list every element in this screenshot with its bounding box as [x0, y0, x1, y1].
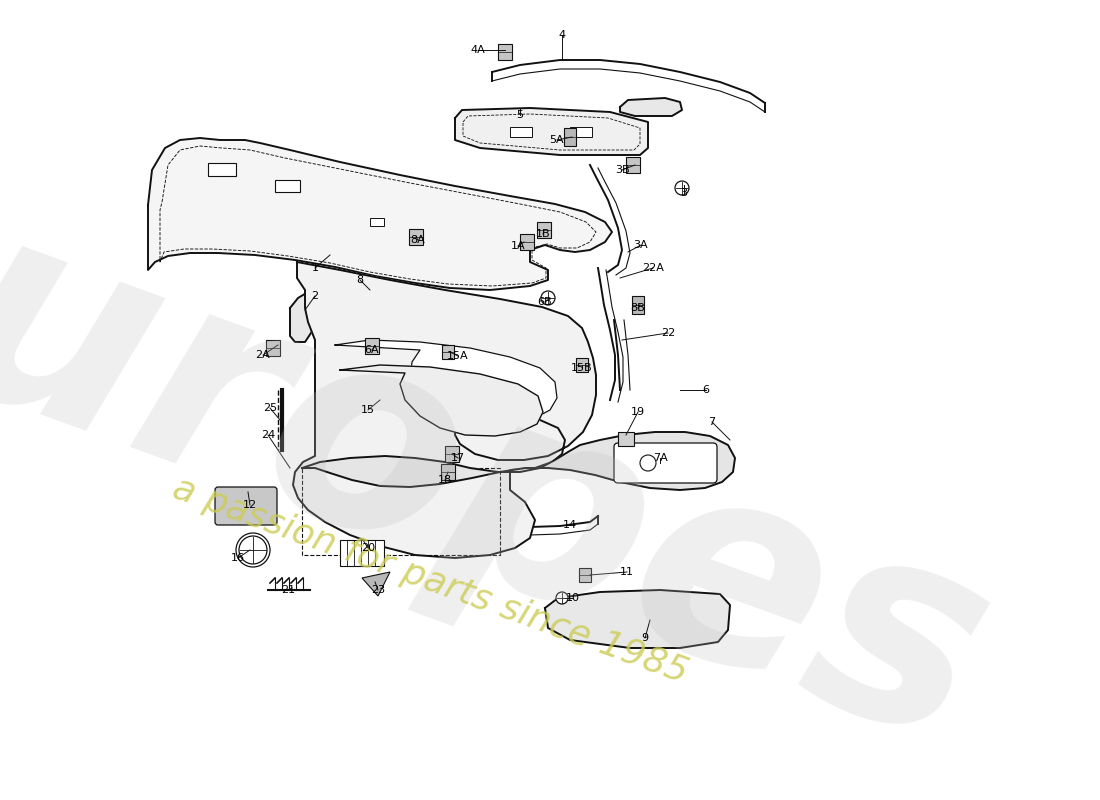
Bar	[570, 127, 592, 137]
Bar	[340, 540, 384, 566]
Text: 3: 3	[681, 188, 688, 198]
Text: 21: 21	[280, 585, 295, 595]
Text: 7A: 7A	[652, 453, 668, 463]
Text: 20: 20	[361, 543, 375, 553]
Text: 22A: 22A	[642, 263, 664, 273]
Polygon shape	[302, 432, 735, 490]
Text: 11: 11	[620, 567, 634, 577]
Text: 1A: 1A	[510, 241, 526, 251]
Text: 4: 4	[559, 30, 565, 40]
Text: 5A: 5A	[550, 135, 564, 145]
Bar	[365, 338, 380, 354]
Text: 18: 18	[438, 475, 452, 485]
Bar	[520, 234, 534, 250]
Bar	[579, 568, 591, 582]
Text: 16: 16	[231, 553, 245, 563]
Text: 2A: 2A	[255, 350, 271, 360]
Text: 14: 14	[563, 520, 578, 530]
Text: 3B: 3B	[615, 165, 629, 175]
Text: 4A: 4A	[471, 45, 485, 55]
Text: 25: 25	[263, 403, 277, 413]
FancyBboxPatch shape	[214, 487, 277, 525]
Text: 24: 24	[261, 430, 275, 440]
Polygon shape	[293, 262, 596, 558]
Text: 12: 12	[243, 500, 257, 510]
Bar	[266, 340, 280, 356]
Text: 10: 10	[566, 593, 580, 603]
Circle shape	[556, 592, 568, 604]
FancyBboxPatch shape	[614, 443, 717, 483]
Bar	[441, 464, 455, 480]
Text: 1B: 1B	[536, 229, 550, 239]
Circle shape	[675, 181, 689, 195]
Bar	[208, 163, 236, 176]
Text: 6B: 6B	[538, 297, 552, 307]
Text: 15: 15	[361, 405, 375, 415]
Bar	[576, 358, 588, 372]
Polygon shape	[336, 340, 557, 422]
Text: 15A: 15A	[448, 351, 469, 361]
Text: a passion for parts since 1985: a passion for parts since 1985	[167, 470, 692, 690]
Bar	[537, 222, 551, 238]
Text: 19: 19	[631, 407, 645, 417]
Circle shape	[239, 536, 267, 564]
Text: 23: 23	[371, 585, 385, 595]
Text: 8B: 8B	[630, 303, 646, 313]
Bar	[498, 44, 512, 60]
Text: 2: 2	[311, 291, 319, 301]
Bar	[618, 432, 634, 446]
Text: 6A: 6A	[365, 345, 380, 355]
Bar	[564, 128, 576, 146]
Text: 22: 22	[661, 328, 675, 338]
Polygon shape	[290, 292, 314, 342]
Text: 17: 17	[451, 453, 465, 463]
Circle shape	[541, 291, 556, 305]
Polygon shape	[544, 590, 730, 648]
Text: 7: 7	[708, 417, 716, 427]
Polygon shape	[148, 138, 612, 290]
Text: 9: 9	[641, 633, 649, 643]
Polygon shape	[362, 572, 390, 596]
Polygon shape	[455, 108, 648, 155]
Text: europes: europes	[0, 117, 1021, 800]
Bar	[275, 180, 300, 192]
Bar	[370, 218, 384, 226]
Bar	[409, 229, 424, 245]
Text: 15B: 15B	[571, 363, 593, 373]
Text: 6: 6	[703, 385, 710, 395]
Bar	[632, 296, 644, 314]
Bar	[446, 446, 459, 462]
Polygon shape	[340, 365, 543, 436]
Text: 3A: 3A	[634, 240, 648, 250]
Text: 1: 1	[311, 263, 319, 273]
Bar	[626, 157, 640, 173]
Polygon shape	[620, 98, 682, 116]
Text: 8A: 8A	[410, 235, 426, 245]
Text: 8: 8	[356, 275, 364, 285]
Bar	[510, 127, 532, 137]
Text: 5: 5	[517, 110, 524, 120]
Circle shape	[640, 455, 656, 471]
Bar	[442, 345, 454, 359]
